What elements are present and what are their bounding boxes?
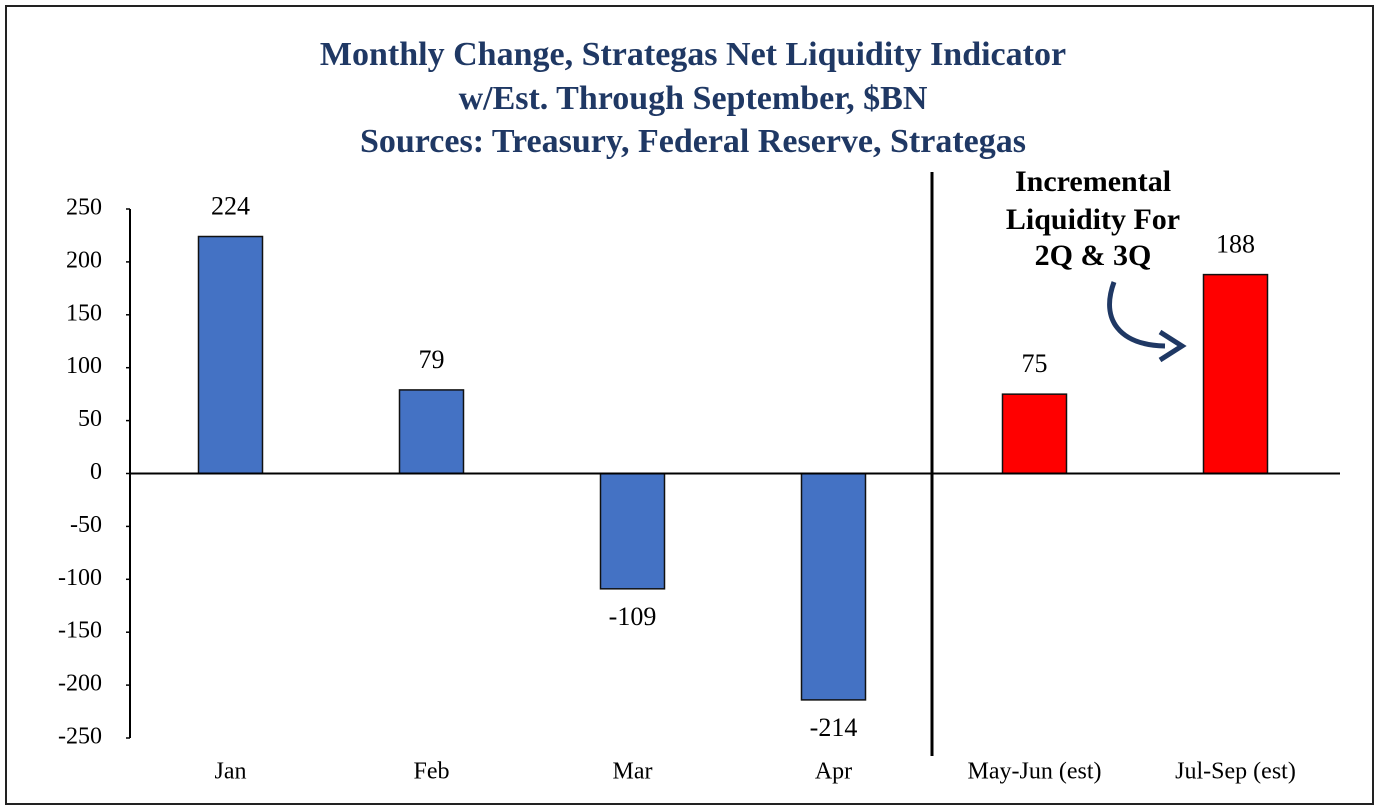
- y-tick-label: -200: [58, 671, 102, 697]
- y-tick-label: 0: [90, 459, 102, 485]
- annotation: Liquidity For: [1006, 203, 1180, 236]
- bar: [398, 389, 465, 475]
- chart-title: Monthly Change, Strategas Net Liquidity …: [320, 36, 1066, 73]
- x-tick-label: Jan: [215, 759, 247, 785]
- data-label: -109: [609, 602, 657, 631]
- data-label: 188: [1216, 230, 1255, 259]
- x-tick-label: Jul-Sep (est): [1175, 759, 1296, 785]
- y-tick-label: 150: [66, 300, 102, 326]
- y-tick-label: 200: [66, 247, 102, 273]
- y-tick-label: 100: [66, 353, 102, 379]
- x-tick-label: Apr: [815, 759, 852, 785]
- x-tick-label: Feb: [414, 759, 450, 785]
- annotation: 2Q & 3Q: [1035, 239, 1152, 272]
- y-tick-label: 50: [78, 406, 102, 432]
- y-tick-label: -250: [58, 724, 102, 750]
- arrow: [1107, 281, 1166, 349]
- data-label: 224: [211, 191, 250, 220]
- y-tick-label: -150: [58, 618, 102, 644]
- y-tick-label: -50: [70, 512, 102, 538]
- bar: [197, 235, 264, 475]
- bar: [800, 472, 867, 701]
- annotation: Incremental: [1015, 165, 1171, 198]
- y-tick-label: -100: [58, 565, 102, 591]
- bar: [1202, 273, 1269, 475]
- bar: [599, 472, 666, 590]
- chart-subtitle: Sources: Treasury, Federal Reserve, Stra…: [360, 123, 1026, 160]
- x-tick-label: May-Jun (est): [968, 759, 1102, 785]
- chart-subtitle: w/Est. Through September, $BN: [459, 80, 928, 117]
- x-tick-label: Mar: [613, 759, 653, 785]
- bar: [1001, 393, 1068, 475]
- data-label: -214: [810, 713, 858, 742]
- data-label: 75: [1022, 349, 1048, 378]
- data-label: 79: [419, 345, 445, 374]
- y-tick-label: 250: [66, 195, 102, 221]
- arrow-head: [1158, 329, 1187, 363]
